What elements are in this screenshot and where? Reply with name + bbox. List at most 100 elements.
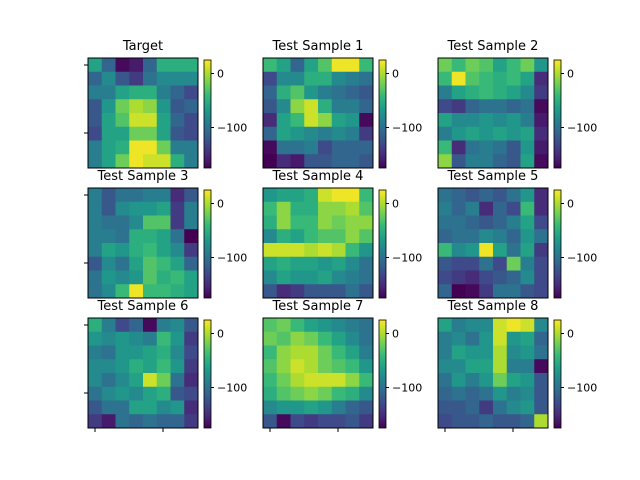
heatmap-cell — [465, 154, 480, 169]
heatmap-cell — [115, 345, 130, 360]
heatmap-cell — [534, 188, 549, 203]
heatmap-cell — [129, 99, 144, 114]
colorbar — [378, 189, 387, 299]
heatmap-cell — [115, 359, 130, 374]
heatmap-cell — [479, 113, 494, 128]
heatmap-cell — [534, 256, 549, 271]
heatmap-cell — [318, 85, 333, 100]
heatmap-cell — [479, 400, 494, 415]
heatmap-cell — [143, 318, 158, 333]
heatmap-panel: Test Sample 1 0 −100 — [262, 39, 422, 169]
heatmap-cell — [290, 215, 305, 230]
heatmap-cell — [479, 331, 494, 346]
heatmap-cell — [170, 386, 185, 401]
heatmap-cell — [290, 243, 305, 258]
heatmap-cell — [156, 270, 171, 285]
heatmap-cell — [115, 400, 130, 415]
heatmap-cell — [184, 414, 199, 429]
heatmap-cell — [290, 400, 305, 415]
heatmap-cell — [345, 140, 360, 155]
heatmap-cell — [88, 373, 103, 388]
heatmap-cell — [143, 414, 158, 429]
heatmap-cell — [101, 85, 116, 100]
colorbar-tick-label: −100 — [217, 382, 247, 395]
heatmap-cell — [290, 126, 305, 141]
heatmap-cell — [101, 58, 116, 73]
heatmap-cell — [88, 58, 103, 73]
heatmap-cell — [318, 331, 333, 346]
heatmap-cell — [451, 71, 466, 86]
heatmap-cell — [438, 154, 453, 169]
heatmap-cell — [170, 345, 185, 360]
heatmap-cell — [276, 243, 291, 258]
heatmap-cell — [115, 71, 130, 86]
heatmap-cell — [465, 201, 480, 216]
heatmap-cell — [143, 331, 158, 346]
heatmap-cell — [345, 243, 360, 258]
heatmap-cell — [276, 229, 291, 244]
heatmap-cell — [479, 99, 494, 114]
heatmap-cell — [534, 229, 549, 244]
heatmap-cell — [115, 386, 130, 401]
heatmap-panel: Test Sample 2 0 −100 — [437, 39, 597, 169]
heatmap-cell — [129, 113, 144, 128]
heatmap-cell — [156, 188, 171, 203]
heatmap-cell — [88, 188, 103, 203]
heatmap-cell — [156, 345, 171, 360]
heatmap-cell — [451, 318, 466, 333]
heatmap-cell — [156, 386, 171, 401]
heatmap-cell — [170, 201, 185, 216]
panel-title: Test Sample 2 — [447, 39, 539, 54]
heatmap-cell — [345, 414, 360, 429]
heatmap-cell — [88, 201, 103, 216]
heatmap-cell — [465, 229, 480, 244]
heatmap-cell — [304, 229, 319, 244]
heatmap-cell — [143, 126, 158, 141]
heatmap-cell — [506, 284, 521, 299]
heatmap-cell — [534, 140, 549, 155]
heatmap-cell — [156, 331, 171, 346]
heatmap-cell — [331, 373, 346, 388]
heatmap-cell — [345, 188, 360, 203]
heatmap-cell — [451, 270, 466, 285]
panel-title: Test Sample 3 — [97, 169, 189, 184]
heatmap-cell — [479, 386, 494, 401]
heatmap-cell — [101, 215, 116, 230]
heatmap-cell — [520, 414, 535, 429]
heatmap-cell — [534, 71, 549, 86]
heatmap-panel: Test Sample 6 0 −100 — [84, 299, 247, 432]
heatmap-cell — [331, 71, 346, 86]
panel-title: Test Sample 1 — [272, 39, 364, 54]
heatmap-cell — [534, 85, 549, 100]
heatmap-cell — [451, 85, 466, 100]
heatmap-cell — [359, 256, 374, 271]
heatmap-cell — [143, 386, 158, 401]
heatmap-cell — [359, 154, 374, 169]
heatmap-cell — [520, 256, 535, 271]
panel-title: Test Sample 4 — [272, 169, 364, 184]
heatmap-cell — [290, 284, 305, 299]
heatmap-cell — [318, 188, 333, 203]
heatmap-cell — [263, 99, 278, 114]
heatmap-cell — [290, 331, 305, 346]
heatmap-panel: Target 0 −100 — [84, 39, 247, 169]
heatmap-cell — [465, 215, 480, 230]
colorbar-tick-label: −100 — [392, 382, 422, 395]
heatmap-cell — [263, 58, 278, 73]
colorbar — [203, 59, 212, 169]
heatmap-cell — [479, 126, 494, 141]
heatmap-cell — [506, 318, 521, 333]
heatmap-cell — [304, 126, 319, 141]
colorbar — [203, 189, 212, 299]
heatmap-cell — [345, 58, 360, 73]
heatmap-cell — [88, 318, 103, 333]
heatmap-cell — [101, 414, 116, 429]
heatmap-cell — [276, 414, 291, 429]
heatmap-cell — [170, 215, 185, 230]
heatmap-cell — [493, 188, 508, 203]
colorbar — [553, 189, 562, 299]
heatmap-cell — [479, 188, 494, 203]
heatmap-cell — [359, 414, 374, 429]
heatmap-cell — [115, 373, 130, 388]
heatmap-cell — [156, 256, 171, 271]
